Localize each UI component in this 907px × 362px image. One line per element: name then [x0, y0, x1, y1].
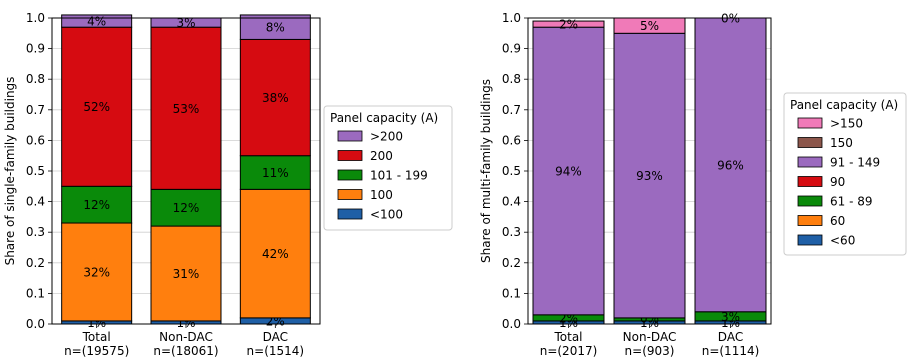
y-axis-label: Share of single-family buildings	[3, 77, 17, 266]
y-tick-label: 0.3	[26, 225, 45, 239]
x-tick-sublabel: n=(19575)	[64, 344, 129, 358]
legend: Panel capacity (A) >150 150 91 - 149 90 61 - …	[783, 92, 907, 256]
x-tick-label: DAC	[263, 330, 288, 344]
legend-item-label: 60	[830, 214, 845, 228]
segment-label: 2%	[559, 18, 578, 32]
legend-item-label: 150	[830, 136, 853, 150]
segment-label: 5%	[640, 19, 659, 33]
legend-swatch	[797, 176, 823, 187]
y-tick-label: 0.0	[26, 317, 45, 331]
segment-label: 12%	[173, 201, 200, 215]
x-tick-sublabel: n=(903)	[625, 344, 675, 358]
segment-label: 38%	[262, 91, 289, 105]
y-tick-label: 0.6	[502, 133, 521, 147]
legend-swatch	[337, 150, 363, 161]
legend-item-label: 101 - 199	[370, 169, 428, 183]
segment-label: 96%	[717, 158, 744, 172]
y-tick-label: 0.4	[26, 195, 45, 209]
legend-item-label: 61 - 89	[830, 195, 873, 209]
segment-label: 3%	[721, 310, 740, 324]
bar-segment	[150, 225, 222, 322]
y-tick-label: 0.7	[26, 103, 45, 117]
legend-swatch	[337, 208, 363, 220]
legend-item-label: <100	[370, 208, 403, 222]
y-tick-label: 1.0	[502, 11, 521, 25]
segment-label: 8%	[266, 21, 285, 35]
legend-item-label: <60	[830, 234, 855, 248]
segment-label: 93%	[636, 169, 663, 183]
x-tick-sublabel: n=(18061)	[153, 344, 218, 358]
bar-segment	[694, 17, 767, 313]
legend-item-label: 100	[370, 188, 393, 202]
bar-segment	[613, 32, 686, 319]
segment-label: 31%	[173, 267, 200, 281]
legend-title: Panel capacity (A)	[790, 98, 898, 112]
y-tick-label: 0.3	[502, 225, 521, 239]
x-tick-label: Total	[553, 330, 582, 344]
x-tick-label: Total	[82, 330, 111, 344]
chart-1: 0.00.10.20.30.40.50.60.70.80.91.01%32%12…	[3, 11, 453, 358]
legend-title: Panel capacity (A)	[330, 111, 438, 125]
legend-item-label: >200	[370, 130, 403, 144]
legend-swatch	[337, 130, 363, 142]
y-tick-label: 0.9	[26, 42, 45, 56]
y-tick-label: 0.2	[502, 256, 521, 270]
plot-frame	[527, 17, 772, 325]
y-tick-label: 0.2	[26, 256, 45, 270]
y-tick-label: 0.1	[502, 286, 521, 300]
segment-label: 42%	[262, 247, 289, 261]
x-tick-label: Non-DAC	[159, 330, 213, 344]
segment-label: 3%	[176, 16, 195, 30]
y-tick-label: 0.8	[502, 72, 521, 86]
legend-item-label: >150	[830, 117, 863, 131]
bar-segment	[532, 20, 605, 28]
y-axis-label: Share of multi-family buildings	[479, 79, 493, 263]
segment-label: 12%	[83, 198, 110, 212]
segment-label: 94%	[555, 165, 582, 179]
y-tick-label: 0.9	[502, 42, 521, 56]
legend-swatch	[797, 156, 823, 168]
legend-item-label: 200	[370, 149, 393, 163]
x-tick-sublabel: n=(1514)	[247, 344, 305, 358]
legend-box	[783, 92, 907, 256]
legend-swatch	[797, 215, 823, 226]
legend-swatch	[797, 234, 823, 246]
y-tick-label: 0.5	[502, 164, 521, 178]
y-tick-label: 0.6	[26, 133, 45, 147]
bar-segment	[150, 26, 222, 190]
y-tick-label: 1.0	[26, 11, 45, 25]
y-tick-label: 0.0	[502, 317, 521, 331]
legend-swatch	[797, 195, 823, 207]
bar-segment	[239, 14, 311, 40]
segment-label: 4%	[87, 15, 106, 29]
segment-label: 53%	[173, 102, 200, 116]
y-tick-label: 0.8	[26, 72, 45, 86]
y-tick-label: 0.7	[502, 103, 521, 117]
bar-segment	[532, 26, 605, 316]
legend-item-label: 91 - 149	[830, 156, 880, 170]
x-tick-label: Non-DAC	[623, 330, 677, 344]
legend-swatch	[797, 137, 823, 148]
y-tick-label: 0.4	[502, 195, 521, 209]
x-tick-sublabel: n=(1114)	[702, 344, 760, 358]
bar-segment	[239, 38, 311, 157]
legend: Panel capacity (A) >200 200 101 - 199 100 <10…	[323, 105, 453, 231]
bar-segment	[150, 188, 222, 227]
x-tick-label: DAC	[718, 330, 743, 344]
legend-item-label: 90	[830, 175, 845, 189]
bar-segment	[61, 222, 133, 322]
segment-label: 11%	[262, 166, 289, 180]
legend-swatch	[337, 189, 363, 200]
segment-label: 32%	[83, 265, 110, 279]
legend-swatch	[797, 117, 823, 129]
x-tick-sublabel: n=(2017)	[540, 344, 598, 358]
chart-2: 0.00.10.20.30.40.50.60.70.80.91.01%2%94%…	[479, 11, 907, 358]
plot-frame	[51, 17, 321, 325]
y-tick-label: 0.1	[26, 286, 45, 300]
y-tick-label: 0.5	[26, 164, 45, 178]
legend-swatch	[337, 169, 363, 181]
segment-label: 52%	[83, 100, 110, 114]
